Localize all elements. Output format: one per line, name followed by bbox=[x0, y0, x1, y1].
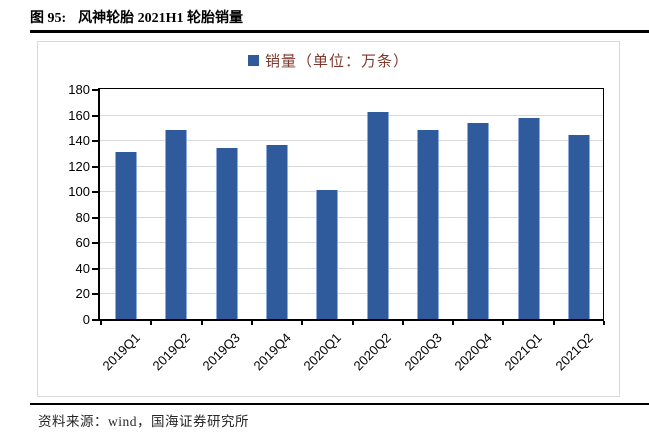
y-axis-label: 100 bbox=[68, 184, 90, 199]
bar bbox=[165, 130, 187, 319]
y-tick bbox=[92, 115, 98, 117]
x-tick bbox=[402, 321, 404, 325]
figure-title-text: 风神轮胎 2021H1 轮胎销量 bbox=[78, 11, 244, 26]
y-axis-label: 40 bbox=[75, 261, 90, 276]
x-axis-label: 2019Q1 bbox=[99, 330, 143, 374]
y-axis-label: 0 bbox=[82, 312, 90, 327]
y-tick bbox=[92, 268, 98, 270]
bar bbox=[115, 152, 137, 319]
bar bbox=[316, 190, 338, 319]
figure-title: 图 95: 风神轮胎 2021H1 轮胎销量 bbox=[30, 7, 243, 27]
gridline bbox=[100, 191, 603, 192]
bar bbox=[417, 130, 439, 319]
y-axis-label: 80 bbox=[75, 210, 90, 225]
y-tick bbox=[92, 293, 98, 295]
x-tick bbox=[100, 321, 102, 325]
y-tick bbox=[92, 166, 98, 168]
x-tick bbox=[301, 321, 303, 325]
y-axis-label: 20 bbox=[75, 286, 90, 301]
bar bbox=[467, 123, 489, 319]
gridline bbox=[100, 293, 603, 294]
chart-container: 销量（单位：万条） 0 20 40 60 80 100 120 140 160 180 2019Q1… bbox=[37, 41, 620, 397]
footer-divider bbox=[30, 403, 649, 405]
y-tick bbox=[92, 217, 98, 219]
gridline bbox=[100, 268, 603, 269]
x-axis-label: 2019Q4 bbox=[250, 330, 294, 374]
legend-label: 销量（单位：万条） bbox=[264, 53, 409, 70]
x-axis-label: 2019Q2 bbox=[149, 330, 194, 374]
y-tick bbox=[92, 242, 98, 244]
legend-marker-icon bbox=[247, 54, 259, 66]
bar bbox=[367, 112, 389, 319]
x-tick bbox=[352, 321, 354, 325]
bar bbox=[216, 148, 238, 319]
figure-number: 图 95: bbox=[30, 11, 67, 26]
y-tick bbox=[92, 319, 98, 321]
x-axis-label: 2020Q4 bbox=[451, 330, 495, 374]
gridline bbox=[100, 115, 603, 116]
source-note: 资料来源：wind，国海证券研究所 bbox=[38, 414, 249, 429]
y-axis-label: 140 bbox=[68, 133, 90, 148]
y-axis-label: 160 bbox=[68, 108, 90, 123]
y-axis-label: 60 bbox=[75, 235, 90, 250]
gridline bbox=[100, 217, 603, 218]
x-tick bbox=[150, 321, 152, 325]
x-tick bbox=[452, 321, 454, 325]
y-axis-label: 180 bbox=[68, 82, 90, 97]
x-axis-label: 2021Q2 bbox=[552, 330, 596, 374]
x-axis-label: 2020Q2 bbox=[350, 330, 395, 374]
gridline bbox=[100, 242, 603, 243]
x-tick bbox=[251, 321, 253, 325]
y-axis-label: 120 bbox=[68, 159, 90, 174]
y-tick bbox=[92, 140, 98, 142]
bar bbox=[568, 135, 590, 319]
y-tick bbox=[92, 191, 98, 193]
title-divider bbox=[30, 30, 649, 33]
x-tick bbox=[502, 321, 504, 325]
x-axis-label: 2019Q3 bbox=[200, 330, 244, 374]
gridline bbox=[100, 140, 603, 141]
x-axis-label: 2021Q1 bbox=[501, 330, 546, 374]
gridline bbox=[100, 166, 603, 167]
x-tick bbox=[553, 321, 555, 325]
bar bbox=[266, 145, 288, 319]
x-tick bbox=[603, 321, 605, 325]
chart-legend: 销量（单位：万条） bbox=[38, 51, 619, 70]
x-axis-label: 2020Q1 bbox=[300, 330, 344, 374]
bar bbox=[518, 118, 540, 319]
x-tick bbox=[201, 321, 203, 325]
y-tick bbox=[92, 89, 98, 91]
plot-area bbox=[98, 88, 604, 321]
x-axis-label: 2020Q3 bbox=[401, 330, 445, 374]
